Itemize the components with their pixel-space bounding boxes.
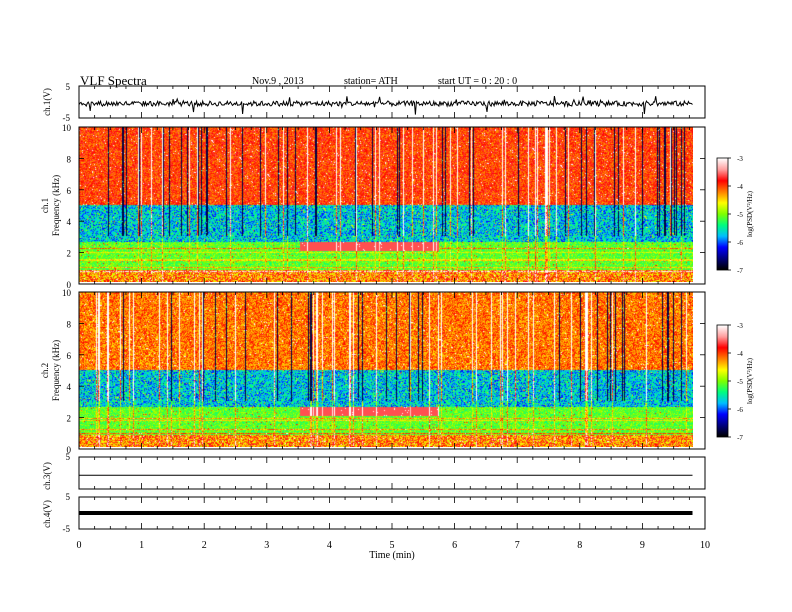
ch1-spec-ytick-label: 8 — [67, 154, 72, 164]
x-tick-label: 6 — [452, 540, 457, 551]
ch2-spec-ytick-label: 6 — [67, 351, 72, 361]
ch3-ylabel: ch.3(V) — [42, 462, 52, 490]
ch4-ytick-label: -5 — [63, 524, 71, 534]
ch2-spec-ylabel-channel: ch.2 — [40, 363, 50, 378]
ch2-spec-cbar-label: log(PSD(V²/Hz) — [746, 357, 754, 404]
ch1-ytick-label: 5 — [66, 82, 71, 92]
x-tick-label: 8 — [577, 540, 582, 551]
station-label: station= ATH — [344, 76, 398, 87]
x-tick-label: 3 — [264, 540, 269, 551]
x-tick-label: 1 — [139, 540, 144, 551]
ch2-spectrogram-image — [79, 292, 693, 447]
ch2-spec-ytick-label: 0 — [67, 445, 72, 455]
ch2-spec-cbar-tick-label: -4 — [737, 350, 743, 358]
date-label: Nov.9 , 2013 — [252, 76, 304, 87]
x-tick-label: 2 — [202, 540, 207, 551]
x-tick-label: 10 — [700, 540, 710, 551]
ch1-ylabel: ch.1(V) — [42, 88, 52, 116]
ch1-spec-ytick-label: 4 — [67, 217, 72, 227]
ch2-spec-ytick-label: 2 — [67, 414, 72, 424]
ch1-spec-ytick-label: 2 — [67, 249, 72, 259]
ch2-colorbar-image — [717, 325, 728, 437]
ch4-ylabel: ch.4(V) — [42, 500, 52, 528]
ch1-colorbar-image — [717, 158, 728, 270]
x-tick-label: 9 — [640, 540, 645, 551]
ch2-spec-ytick-label: 10 — [62, 288, 72, 298]
x-tick-label: 4 — [327, 540, 332, 551]
ch3-ytick-label: 5 — [66, 452, 71, 462]
x-tick-label: 5 — [390, 540, 395, 551]
ch2-spec-cbar-tick-label: -6 — [737, 406, 743, 414]
ch4-ytick-label: 5 — [66, 492, 71, 502]
ch2-spec-ytick-label: 4 — [67, 382, 72, 392]
ch1-spec-ytick-label: 6 — [67, 186, 72, 196]
ch2-spec-cbar-tick-label: -5 — [737, 378, 743, 386]
ch2-spec-cbar-tick-label: -3 — [737, 322, 743, 330]
ch1-spec-ytick-label: 10 — [62, 123, 72, 133]
ch1-spec-cbar-tick-label: -5 — [737, 211, 743, 219]
ch1-spec-cbar-tick-label: -7 — [737, 267, 743, 275]
ch1-spec-ylabel-frequency: Frequency (kHz) — [51, 175, 61, 236]
ch2-spec-cbar-tick-label: -7 — [737, 434, 743, 442]
axis-ticks — [78, 86, 731, 529]
ch1-spec-ylabel-channel: ch.1 — [40, 198, 50, 213]
ch1-spec-cbar-tick-label: -6 — [737, 239, 743, 247]
ch2-spec-ylabel-frequency: Frequency (kHz) — [51, 340, 61, 401]
ch1-waveform-line — [78, 96, 693, 115]
start-time-label: start UT = 0 : 20 : 0 — [438, 76, 518, 87]
ch1-wave-path — [78, 96, 693, 115]
x-tick-label: 0 — [77, 540, 82, 551]
ch1-spec-ytick-label: 0 — [67, 280, 72, 290]
ch1-spec-cbar-label: log(PSD(V²/Hz) — [746, 190, 754, 237]
ch1-spectrogram-image — [79, 127, 693, 282]
ch1-spec-cbar-tick-label: -3 — [737, 155, 743, 163]
ch1-ytick-label: -5 — [63, 113, 71, 123]
x-axis-label: Time (min) — [369, 550, 414, 561]
x-tick-label: 7 — [515, 540, 520, 551]
ch2-spec-ytick-label: 8 — [67, 319, 72, 329]
figure-title: VLF Spectra — [80, 73, 147, 88]
ch1-spec-cbar-tick-label: -4 — [737, 183, 743, 191]
